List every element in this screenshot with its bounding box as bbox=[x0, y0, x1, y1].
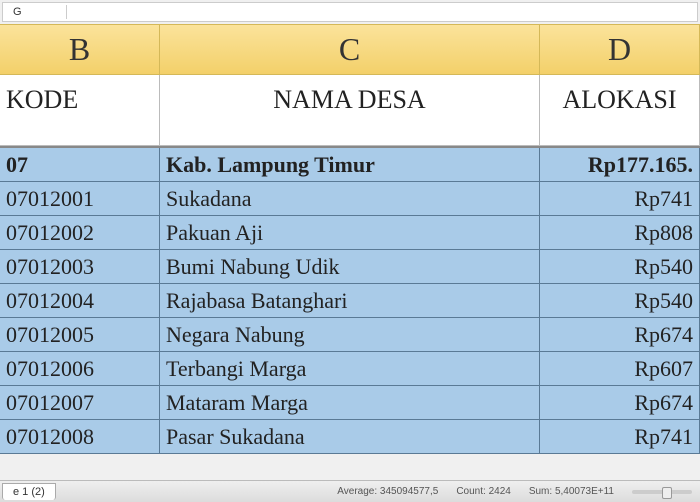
sheet-tab[interactable]: e 1 (2) bbox=[2, 483, 56, 500]
cell-kode[interactable]: 07012006 bbox=[0, 352, 160, 385]
table-header-row: KODE NAMA DESA ALOKASI bbox=[0, 75, 700, 146]
cell-kode[interactable]: 07012001 bbox=[0, 182, 160, 215]
column-headers-row: B C D bbox=[0, 24, 700, 75]
zoom-slider[interactable] bbox=[632, 490, 692, 494]
sheet-tab-bar: e 1 (2) Average: 345094577,5 Count: 2424… bbox=[0, 480, 700, 502]
cell-kode[interactable]: 07012007 bbox=[0, 386, 160, 419]
column-header-c[interactable]: C bbox=[160, 25, 540, 74]
table-row: 07012008Pasar SukadanaRp741 bbox=[0, 420, 700, 454]
status-sum: Sum: 5,40073E+11 bbox=[529, 486, 614, 497]
cell-alokasi[interactable]: Rp540 bbox=[540, 284, 700, 317]
cell-nama-desa[interactable]: Pakuan Aji bbox=[160, 216, 540, 249]
cell-kode[interactable]: 07012003 bbox=[0, 250, 160, 283]
cell-alokasi[interactable]: Rp607 bbox=[540, 352, 700, 385]
cell-alokasi[interactable]: Rp808 bbox=[540, 216, 700, 249]
cell-nama-desa[interactable]: Mataram Marga bbox=[160, 386, 540, 419]
cell-nama-desa[interactable]: Bumi Nabung Udik bbox=[160, 250, 540, 283]
cell-kode[interactable]: 07012008 bbox=[0, 420, 160, 453]
table-row: 07012003Bumi Nabung UdikRp540 bbox=[0, 250, 700, 284]
formula-bar[interactable]: G bbox=[2, 2, 698, 22]
cell-nama-desa[interactable]: Pasar Sukadana bbox=[160, 420, 540, 453]
table-row: 07012005Negara NabungRp674 bbox=[0, 318, 700, 352]
name-box[interactable]: G bbox=[7, 5, 67, 19]
table-row: 07012007Mataram MargaRp674 bbox=[0, 386, 700, 420]
cell-alokasi[interactable]: Rp540 bbox=[540, 250, 700, 283]
cell-nama-desa[interactable]: Negara Nabung bbox=[160, 318, 540, 351]
table-row: 07Kab. Lampung TimurRp177.165. bbox=[0, 148, 700, 182]
cell-nama-desa[interactable]: Rajabasa Batanghari bbox=[160, 284, 540, 317]
status-average: Average: 345094577,5 bbox=[337, 486, 438, 497]
cell-nama-desa[interactable]: Terbangi Marga bbox=[160, 352, 540, 385]
sheet-tab-label: e 1 (2) bbox=[13, 486, 45, 498]
cell-nama-desa[interactable]: Sukadana bbox=[160, 182, 540, 215]
cell-alokasi[interactable]: Rp674 bbox=[540, 318, 700, 351]
cell-alokasi[interactable]: Rp741 bbox=[540, 182, 700, 215]
table-row: 07012004Rajabasa BatanghariRp540 bbox=[0, 284, 700, 318]
header-alokasi[interactable]: ALOKASI bbox=[540, 75, 700, 146]
cell-alokasi[interactable]: Rp177.165. bbox=[540, 148, 700, 181]
cell-kode[interactable]: 07012004 bbox=[0, 284, 160, 317]
name-box-value: G bbox=[13, 6, 22, 18]
cell-alokasi[interactable]: Rp674 bbox=[540, 386, 700, 419]
cell-alokasi[interactable]: Rp741 bbox=[540, 420, 700, 453]
cell-kode[interactable]: 07 bbox=[0, 148, 160, 181]
header-nama-desa[interactable]: NAMA DESA bbox=[160, 75, 540, 146]
table-row: 07012002Pakuan AjiRp808 bbox=[0, 216, 700, 250]
cell-nama-desa[interactable]: Kab. Lampung Timur bbox=[160, 148, 540, 181]
cell-kode[interactable]: 07012002 bbox=[0, 216, 160, 249]
status-bar: Average: 345094577,5 Count: 2424 Sum: 5,… bbox=[337, 486, 700, 497]
column-header-d[interactable]: D bbox=[540, 25, 700, 74]
column-header-b[interactable]: B bbox=[0, 25, 160, 74]
data-grid: 07Kab. Lampung TimurRp177.165.07012001Su… bbox=[0, 146, 700, 454]
status-count: Count: 2424 bbox=[456, 486, 511, 497]
table-row: 07012006Terbangi MargaRp607 bbox=[0, 352, 700, 386]
table-row: 07012001SukadanaRp741 bbox=[0, 182, 700, 216]
header-kode[interactable]: KODE bbox=[0, 75, 160, 146]
cell-kode[interactable]: 07012005 bbox=[0, 318, 160, 351]
